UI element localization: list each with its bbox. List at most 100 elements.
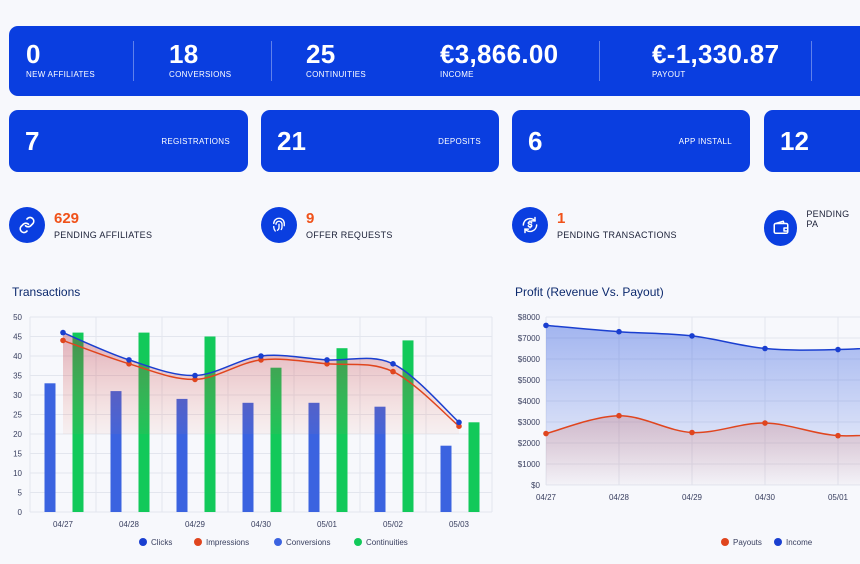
x-tick-label: 04/30 — [755, 493, 776, 502]
point-impressions — [60, 337, 66, 344]
card-app-install[interactable]: 6 APP INSTALL — [512, 110, 750, 172]
pending-transactions[interactable]: 1 PENDING TRANSACTIONS — [512, 207, 677, 243]
stats-bar: 0 NEW AFFILIATES 18 CONVERSIONS 25 CONTI… — [9, 26, 860, 96]
point-impressions — [192, 376, 198, 383]
pending-value: 9 — [306, 210, 315, 227]
x-tick-label: 05/01 — [317, 520, 338, 529]
x-tick-label: 04/28 — [119, 520, 140, 529]
y-tick-label: 10 — [13, 469, 22, 478]
point-clicks — [456, 419, 462, 426]
point-income — [835, 346, 841, 353]
stat-income: €3,866.00 INCOME — [406, 41, 599, 81]
point-payouts — [689, 429, 695, 436]
x-tick-label: 05/02 — [383, 520, 404, 529]
y-tick-label: $5000 — [518, 376, 541, 385]
y-tick-label: 30 — [13, 391, 22, 400]
legend-dot — [139, 538, 147, 546]
bar-conversions — [176, 398, 188, 512]
legend-label: Impressions — [206, 538, 249, 547]
stat-value: €3,866.00 — [440, 39, 559, 69]
card-partial[interactable]: 12 — [764, 110, 860, 172]
offer-requests[interactable]: 9 OFFER REQUESTS — [261, 207, 393, 243]
y-tick-label: $7000 — [518, 334, 541, 343]
legend-dot — [354, 538, 362, 546]
pending-value: 629 — [54, 210, 80, 227]
pending-label: PENDING TRANSACTIONS — [557, 230, 677, 240]
legend-label: Clicks — [151, 538, 172, 547]
point-impressions — [324, 361, 330, 367]
y-tick-label: $3000 — [518, 418, 541, 427]
y-tick-label: 25 — [13, 411, 22, 420]
clicks-area — [63, 332, 459, 434]
card-value: 6 — [528, 125, 543, 156]
point-payouts — [616, 412, 622, 419]
bar-continuities — [468, 422, 480, 512]
y-tick-label: 0 — [18, 508, 23, 517]
bar-conversions — [242, 402, 254, 512]
bar-continuities — [270, 367, 282, 512]
card-registrations[interactable]: 7 REGISTRATIONS — [9, 110, 248, 172]
stat-payout: €-1,330.87 PAYOUT — [599, 41, 811, 81]
profit-chart: $0 $1000 $2000 $3000 $4000 $5000 $6000 $7000 $80… — [518, 313, 860, 547]
y-tick-label: 5 — [18, 489, 23, 498]
y-tick-label: 35 — [13, 372, 22, 381]
point-impressions — [258, 357, 264, 363]
point-payouts — [835, 432, 841, 439]
bar-conversions — [440, 445, 452, 512]
transactions-chart: 0 5 10 15 20 25 30 35 40 45 50 04/27 04/28 04/29 04/30… — [13, 313, 493, 547]
legend-label: Continuities — [366, 538, 408, 547]
point-clicks — [192, 372, 198, 379]
stat-continuities: 25 CONTINUITIES — [271, 41, 406, 81]
point-payouts — [543, 430, 549, 437]
legend-item-clicks: Clicks — [139, 538, 172, 547]
card-label: APP INSTALL — [678, 136, 732, 146]
line-payouts — [545, 414, 860, 437]
legend-item-payouts: Payouts — [721, 538, 762, 547]
card-value: 12 — [780, 125, 809, 156]
stat-label: PAYOUT — [652, 70, 686, 79]
pending-payouts[interactable]: PENDING PA — [764, 208, 860, 246]
stat-value: 0 — [26, 39, 41, 69]
point-payouts — [762, 420, 768, 426]
link-icon — [9, 207, 45, 243]
legend-dot — [274, 538, 282, 546]
stat-value: 25 — [306, 39, 336, 69]
stat-new-affiliates: 0 NEW AFFILIATES — [9, 41, 133, 81]
point-income — [543, 322, 549, 329]
pending-label: PENDING PA — [806, 208, 850, 229]
stat-divider — [811, 41, 831, 81]
legend-item-conversions: Conversions — [274, 538, 330, 547]
pending-value: 1 — [557, 210, 566, 227]
legend-label: Income — [786, 538, 813, 547]
legend-dot — [774, 538, 782, 546]
stat-label: NEW AFFILIATES — [26, 70, 95, 79]
bar-conversions — [110, 391, 122, 512]
point-income — [762, 345, 768, 352]
legend-dot — [721, 538, 729, 546]
point-clicks — [390, 361, 396, 367]
y-tick-label: $2000 — [518, 439, 541, 448]
point-impressions — [390, 368, 396, 375]
y-tick-label: $0 — [531, 481, 540, 490]
profit-chart-title: Profit (Revenue Vs. Payout) — [515, 285, 664, 299]
y-tick-label: 50 — [13, 313, 22, 322]
card-deposits[interactable]: 21 DEPOSITS — [261, 110, 499, 172]
transactions-chart-title: Transactions — [12, 285, 81, 299]
stat-value: 18 — [169, 39, 199, 69]
x-tick-label: 04/29 — [682, 493, 703, 502]
legend-item-impressions: Impressions — [194, 538, 249, 547]
stat-label: CONTINUITIES — [306, 70, 367, 79]
y-tick-label: 15 — [13, 450, 22, 459]
bar-conversions — [308, 402, 320, 512]
stat-value: €-1,330.87 — [652, 39, 780, 69]
pending-label: OFFER REQUESTS — [306, 230, 393, 240]
wallet-icon — [764, 210, 798, 246]
pending-affiliates[interactable]: 629 PENDING AFFILIATES — [9, 207, 152, 243]
point-income — [616, 328, 622, 335]
x-tick-label: 04/30 — [251, 520, 272, 529]
fingerprint-icon — [261, 207, 297, 243]
y-tick-label: $8000 — [518, 313, 541, 322]
y-tick-label: 40 — [13, 352, 22, 361]
legend-item-income: Income — [774, 538, 813, 547]
point-impressions — [126, 361, 132, 367]
